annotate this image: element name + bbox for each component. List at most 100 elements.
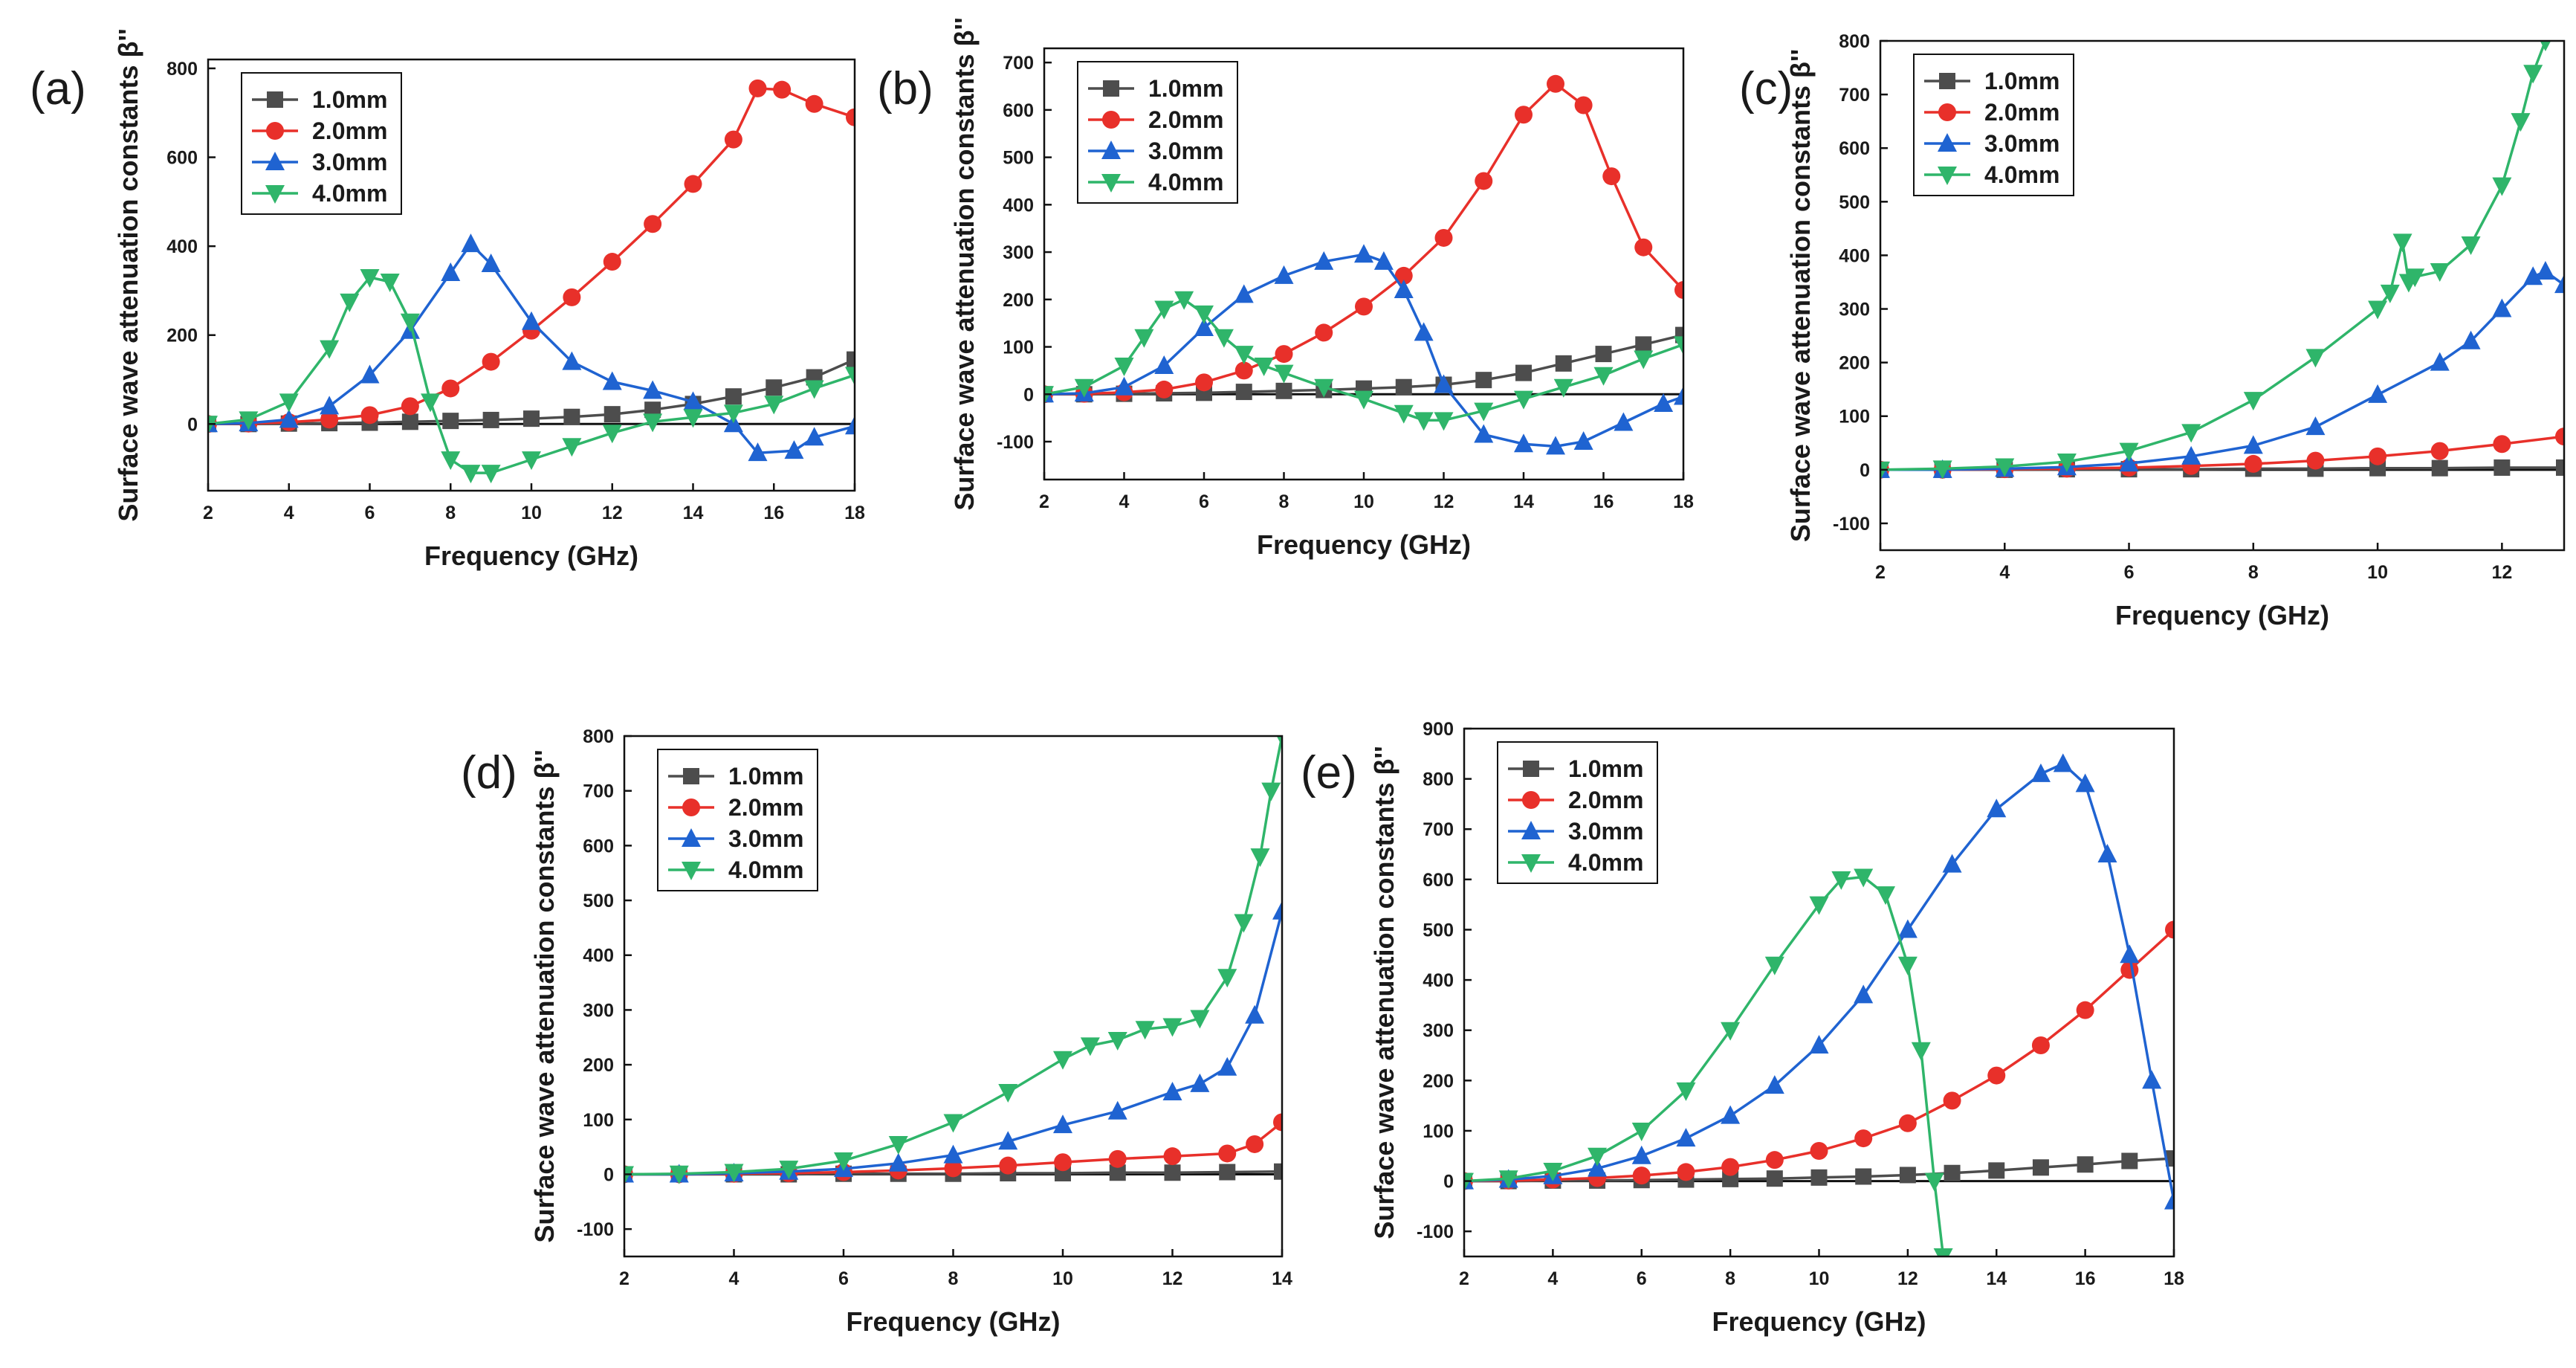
data-point <box>1054 1153 1072 1172</box>
legend-marker <box>1938 167 1957 185</box>
x-tick-label: 10 <box>2367 562 2388 583</box>
y-tick-label: 800 <box>1423 770 1454 790</box>
chart-d: (d) 2 4 6 8 10 12 14 -100 0 100 200 300 400 500 600 700 8… <box>461 726 1292 1337</box>
data-point <box>2244 454 2262 473</box>
data-point <box>442 413 459 430</box>
legend-marker <box>682 798 700 816</box>
data-point <box>1547 74 1564 93</box>
data-point <box>602 371 622 390</box>
y-tick-label: 0 <box>1443 1172 1454 1193</box>
series-line <box>1044 298 1683 422</box>
legend-label: 1.0mm <box>312 86 387 113</box>
legend-marker <box>265 185 285 204</box>
data-point <box>1190 1010 1210 1029</box>
data-point <box>2121 1152 2138 1169</box>
data-point <box>683 409 703 428</box>
data-point <box>845 367 855 386</box>
x-tick-label: 6 <box>2124 562 2135 583</box>
data-point <box>1434 228 1453 247</box>
data-point <box>1898 1114 1917 1132</box>
data-point <box>522 451 541 471</box>
data-point <box>846 108 855 126</box>
data-point <box>1074 378 1094 398</box>
legend-label: 4.0mm <box>1984 161 2059 188</box>
data-point <box>481 254 501 273</box>
x-tick-label: 16 <box>763 503 784 523</box>
data-point <box>401 397 419 416</box>
data-point <box>1809 1035 1829 1054</box>
data-point <box>1810 1142 1828 1160</box>
y-tick-label: 600 <box>1003 100 1034 121</box>
data-point <box>1498 1170 1518 1190</box>
data-point <box>1543 1163 1563 1182</box>
data-point <box>643 380 663 399</box>
data-point <box>1373 251 1394 270</box>
data-point <box>1631 1122 1651 1141</box>
x-tick-label: 4 <box>1119 491 1130 512</box>
data-point <box>723 404 743 424</box>
data-point <box>1614 412 1634 431</box>
data-point <box>482 411 499 428</box>
data-point <box>1602 167 1621 186</box>
data-point <box>1631 1145 1651 1164</box>
legend: 1.0mm 2.0mm 3.0mm 4.0mm <box>657 749 818 891</box>
data-point <box>1154 300 1174 320</box>
x-tick-label: 2 <box>1459 1268 1469 1289</box>
data-point <box>461 233 481 253</box>
series-4-0mm <box>624 736 1282 1185</box>
data-point <box>2119 442 2139 462</box>
data-point <box>2119 453 2139 472</box>
data-point <box>2430 263 2450 283</box>
data-point <box>441 262 461 282</box>
data-point <box>1275 345 1293 364</box>
data-point <box>1276 736 1282 746</box>
legend-marker <box>1102 111 1120 129</box>
data-point <box>1514 433 1533 453</box>
x-tick-label: 10 <box>1809 1268 1830 1289</box>
legend-marker <box>1103 80 1119 97</box>
data-point <box>1155 380 1174 399</box>
data-point <box>724 1164 744 1183</box>
data-point <box>1674 336 1683 355</box>
data-point <box>834 1152 853 1172</box>
data-point <box>1674 281 1683 300</box>
data-point <box>2431 459 2448 477</box>
data-point <box>1354 244 1373 263</box>
y-axis-title: Surface wave attenuation constants β'' <box>1369 746 1399 1239</box>
data-point <box>1721 1158 1740 1176</box>
data-point <box>725 388 742 405</box>
data-point <box>360 406 379 425</box>
legend-marker <box>682 828 701 847</box>
y-tick-label: 700 <box>1003 53 1034 74</box>
data-point <box>1194 305 1214 324</box>
x-tick-label: 4 <box>1999 562 2010 583</box>
legend-label: 1.0mm <box>728 763 803 790</box>
legend-label: 4.0mm <box>312 180 387 207</box>
data-point <box>1721 1022 1741 1041</box>
y-tick-label: 100 <box>583 1110 614 1131</box>
legend-marker <box>1521 821 1541 839</box>
data-point <box>1809 896 1829 915</box>
data-point <box>1675 326 1683 343</box>
data-point <box>1474 424 1494 443</box>
data-point <box>998 1083 1018 1103</box>
y-tick-label: 500 <box>1423 920 1454 940</box>
x-tick-label: 8 <box>948 1268 959 1289</box>
panel-e: (e) 2 4 6 8 10 12 14 16 18 -100 0 100 200 300 400 500 600… <box>1256 684 2185 1368</box>
data-point <box>1246 1135 1264 1153</box>
x-tick-label: 14 <box>683 503 704 523</box>
data-point <box>1044 386 1054 405</box>
y-tick-label: 700 <box>583 781 614 802</box>
data-point <box>1162 1081 1182 1100</box>
x-tick-label: 14 <box>1986 1268 2007 1289</box>
data-point <box>1235 384 1252 401</box>
y-tick-label: 200 <box>1003 290 1034 311</box>
y-tick-label: 700 <box>1423 819 1454 840</box>
y-axis-title: Surface wave attenuation constants β'' <box>1785 49 1816 542</box>
data-point <box>441 451 461 471</box>
data-point <box>1394 280 1414 299</box>
data-point <box>1134 329 1154 348</box>
x-tick-label: 4 <box>729 1268 740 1289</box>
data-point <box>2097 844 2117 863</box>
data-point <box>1217 1056 1237 1076</box>
